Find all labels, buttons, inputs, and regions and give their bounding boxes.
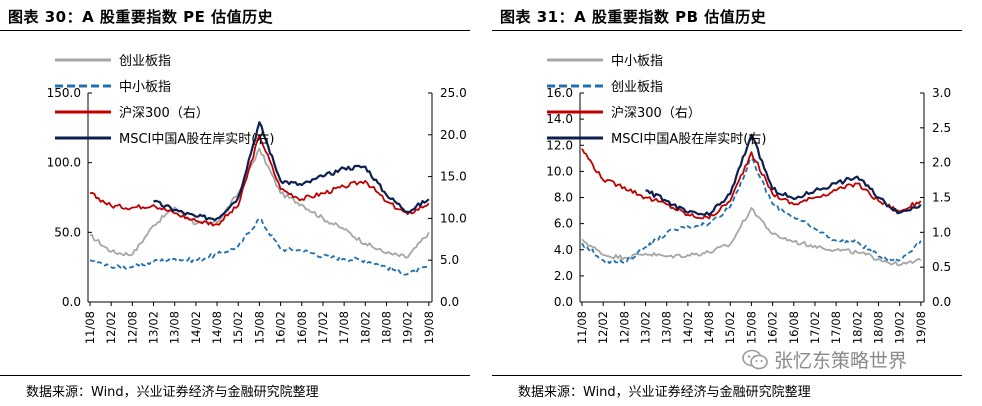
left-tick-label: 0.0 (62, 295, 81, 309)
x-tick-label: 17/08 (337, 311, 351, 344)
left-tick-label: 0.0 (554, 295, 573, 309)
right-tick-label: 10.0 (440, 211, 467, 225)
x-tick-label: 14/02 (189, 311, 203, 344)
x-tick-label: 12/08 (617, 311, 631, 344)
x-tick-label: 16/08 (295, 311, 309, 344)
legend-label: 沪深300（右） (119, 105, 209, 121)
left-tick-label: 150.0 (47, 86, 81, 100)
left-tick-label: 10.0 (546, 164, 573, 178)
x-tick-label: 15/02 (723, 311, 737, 344)
x-tick-label: 16/02 (766, 311, 780, 344)
left-tick-label: 4.0 (554, 243, 573, 257)
legend-label: 中小板指 (611, 54, 663, 69)
source-rule (492, 375, 962, 376)
x-tick-label: 15/08 (744, 311, 758, 344)
series-line-3 (645, 133, 922, 216)
x-tick-label: 19/08 (422, 311, 436, 344)
x-tick-label: 13/08 (168, 311, 182, 344)
series-line-0 (581, 207, 922, 267)
x-tick-label: 19/08 (914, 311, 928, 344)
right-tick-label: 3.0 (932, 86, 951, 100)
left-tick-label: 12.0 (546, 138, 573, 152)
series-line-1 (89, 217, 429, 276)
x-tick-label: 17/02 (808, 311, 822, 344)
x-tick-label: 15/08 (252, 311, 266, 344)
right-tick-label: 1.0 (932, 225, 951, 239)
right-tick-label: 0.0 (932, 295, 951, 309)
series-line-1 (581, 157, 922, 264)
x-tick-label: 14/08 (210, 311, 224, 344)
left-tick-label: 8.0 (554, 191, 573, 205)
legend-label: MSCI中国A股在岸实时(右) (119, 132, 274, 147)
x-tick-label: 16/08 (787, 311, 801, 344)
source-rule (0, 375, 470, 376)
right-tick-label: 2.0 (932, 156, 951, 170)
right-tick-label: 2.5 (932, 121, 951, 135)
right-tick-label: 0.5 (932, 260, 951, 274)
x-tick-label: 11/08 (575, 311, 589, 344)
source-note: 数据来源：Wind，兴业证券经济与金融研究院整理 (26, 385, 319, 400)
x-tick-label: 18/02 (358, 311, 372, 344)
series-line-2 (581, 148, 922, 220)
x-tick-label: 16/02 (274, 311, 288, 344)
x-tick-label: 18/08 (379, 311, 393, 344)
x-tick-label: 19/02 (893, 311, 907, 344)
watermark: 张忆东策略世界 (742, 346, 907, 373)
wechat-icon (742, 349, 768, 369)
right-tick-label: 0.0 (440, 295, 459, 309)
x-tick-label: 17/08 (829, 311, 843, 344)
x-tick-label: 15/02 (231, 311, 245, 344)
x-tick-label: 12/08 (125, 311, 139, 344)
pe-panel: 图表 30：A 股重要指数 PE 估值历史 0.0 50.0 100.0 150.0 0… (0, 0, 470, 406)
left-tick-label: 2.0 (554, 269, 573, 283)
x-tick-label: 19/02 (401, 311, 415, 344)
pe-chart: 0.0 50.0 100.0 150.0 0.0 5.0 10.0 15.0 20.0 25.0 1… (47, 54, 467, 344)
pb-panel: 图表 31：A 股重要指数 PB 估值历史 0.0 2.0 4.0 6.0 8.0 10.… (492, 0, 962, 406)
legend-label: 沪深300（右） (611, 105, 701, 121)
pb-chart: 0.0 2.0 4.0 6.0 8.0 10.0 12.0 14.0 16.0 0.0 0.5 1.0… (546, 54, 951, 344)
x-tick-label: 12/02 (104, 311, 118, 344)
legend-label: 创业板指 (119, 54, 171, 69)
x-tick-label: 13/08 (660, 311, 674, 344)
title-rule (492, 30, 962, 31)
source-note: 数据来源：Wind，兴业证券经济与金融研究院整理 (518, 385, 811, 400)
series-line-2 (89, 133, 430, 227)
legend-label: 创业板指 (611, 80, 663, 95)
right-tick-label: 5.0 (440, 253, 459, 267)
x-tick-label: 18/08 (871, 311, 885, 344)
x-tick-label: 14/02 (681, 311, 695, 344)
x-tick-label: 11/08 (83, 311, 97, 344)
series-line-0 (89, 147, 430, 259)
x-tick-label: 18/02 (850, 311, 864, 344)
x-tick-label: 12/02 (596, 311, 610, 344)
left-tick-label: 14.0 (546, 112, 573, 126)
x-tick-label: 14/08 (702, 311, 716, 344)
x-tick-label: 13/02 (147, 311, 161, 344)
title-rule (0, 30, 470, 31)
x-tick-label: 13/02 (639, 311, 653, 344)
left-tick-label: 6.0 (554, 217, 573, 231)
left-tick-label: 50.0 (54, 225, 81, 239)
right-tick-label: 20.0 (440, 128, 467, 142)
right-tick-label: 15.0 (440, 170, 467, 184)
series-line-3 (153, 121, 430, 222)
left-tick-label: 16.0 (546, 86, 573, 100)
chart-title: 图表 30：A 股重要指数 PE 估值历史 (8, 8, 274, 26)
watermark-text: 张忆东策略世界 (774, 350, 908, 372)
right-tick-label: 1.5 (932, 191, 951, 205)
right-tick-label: 25.0 (440, 86, 467, 100)
x-tick-label: 17/02 (316, 311, 330, 344)
chart-title: 图表 31：A 股重要指数 PB 估值历史 (500, 8, 767, 26)
legend-label: 中小板指 (119, 80, 171, 95)
left-tick-label: 100.0 (47, 156, 81, 170)
legend-label: MSCI中国A股在岸实时(右) (611, 132, 766, 147)
